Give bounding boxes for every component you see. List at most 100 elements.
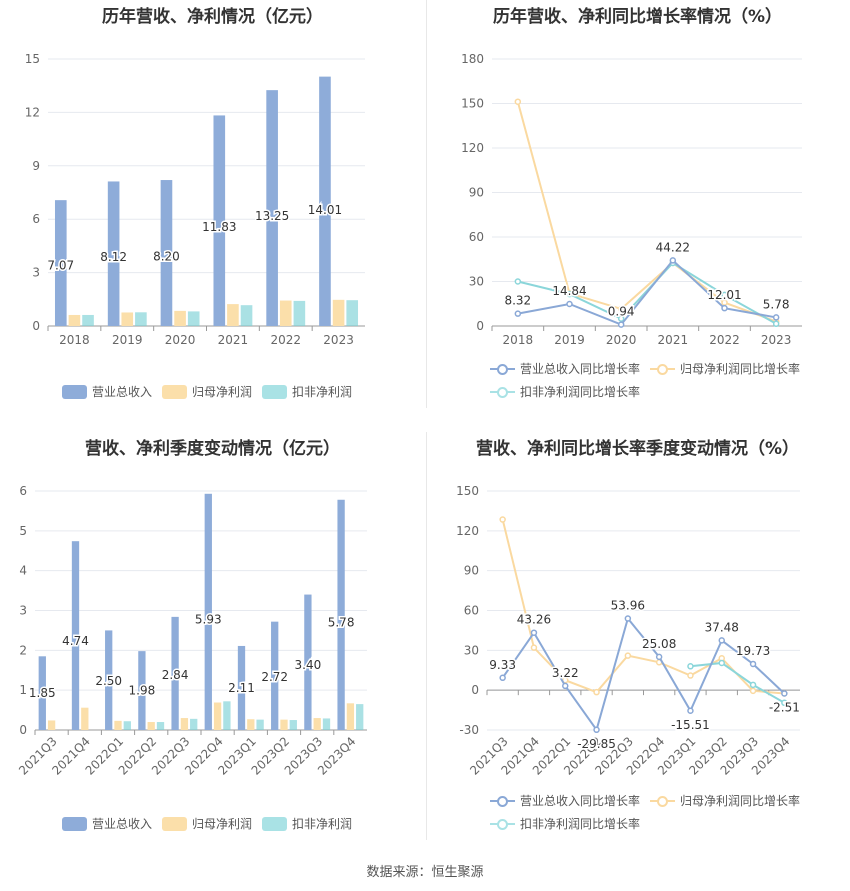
data-point [669,257,677,264]
bar [247,719,255,730]
data-label: 2.11 [228,681,255,695]
bar [38,656,46,730]
chart-panel-quarterly-growth: 营收、净利同比增长率季度变动情况（%） -30 0 30 60 90 120 150 2021… [425,432,850,864]
bar [68,314,81,326]
data-label: 2.50 [95,674,122,688]
chart-panel-annual-growth: 历年营收、净利同比增长率情况（%） 0 30 60 90 120 150 180 2018 20… [425,0,850,432]
data-label: 43.26 [517,613,551,627]
bar [54,200,67,326]
legend-item-revenue[interactable]: 营业总收入 [62,815,152,832]
data-point [781,699,788,707]
legend-item-nonrec-growth[interactable]: 扣非净利润同比增长率 [490,815,640,832]
bar [346,703,355,730]
legend-swatch [162,816,187,831]
legend-item-parent-growth[interactable]: 归母净利润同比增长率 [650,792,800,809]
data-label: 37.48 [705,620,739,634]
data-label: 12.01 [707,288,741,302]
bar [280,719,288,730]
data-point [499,674,506,682]
bar [107,181,120,326]
data-label: 5.93 [195,613,222,627]
y-tick-label: 60 [469,230,484,244]
legend-swatch [490,385,515,399]
data-point [721,291,728,299]
data-label: 4.74 [62,634,89,648]
bar [135,312,147,326]
legend-item-nonrecurring-profit[interactable]: 扣非净利润 [262,815,352,832]
legend-label: 扣非净利润同比增长率 [520,385,641,399]
bar [171,616,179,730]
data-label: -15.51 [671,718,710,732]
chart-title: 历年营收、净利同比增长率情况（%） [492,7,783,27]
legend-item-parent-profit[interactable]: 归母净利润 [162,383,252,400]
data-point [687,663,694,670]
legend-swatch [262,384,287,399]
y-tick-label: 3 [32,266,40,280]
legend-item-revenue[interactable]: 营业总收入 [62,383,152,400]
quarterly-revenue-bar-chart: 01234562021Q32021Q42022Q12022Q22022Q3202… [16,484,367,778]
legend-item-revenue-growth[interactable]: 营业总收入同比增长率 [490,360,640,377]
legend-item-nonrec-growth[interactable]: 扣非净利润同比增长率 [490,383,640,400]
bar [121,312,134,326]
data-label: 2.84 [162,668,189,682]
legend-item-parent-profit[interactable]: 归母净利润 [162,815,252,832]
bar [266,90,278,327]
data-point [562,682,569,690]
bar [160,180,173,326]
bar [223,701,231,730]
data-label: 3.40 [295,658,322,672]
bar [174,310,186,326]
data-label: 11.83 [202,220,236,234]
bar [346,300,359,326]
legend-item-nonrecurring-profit[interactable]: 扣非净利润 [262,383,352,400]
bar [213,115,226,327]
x-tick-label: 2022 [709,333,740,347]
y-tick-label: 150 [461,97,484,111]
data-point [530,629,538,636]
data-point [687,672,694,679]
bar [237,645,246,730]
bar [293,300,306,326]
legend-swatch [490,817,515,831]
y-tick-label: 120 [461,141,484,155]
legend-label: 归母净利润同比增长率 [680,362,801,376]
legend-swatch [490,362,515,376]
legend-label: 归母净利润同比增长率 [680,794,801,808]
y-tick-label: 0 [19,723,27,737]
x-tick-label: 2019 [554,333,585,347]
legend-item-revenue-growth[interactable]: 营业总收入同比增长率 [490,792,640,809]
y-tick-label: 5 [19,524,27,538]
x-tick-label: 2021 [218,333,249,347]
data-label: 13.25 [255,209,289,223]
bar [147,722,155,730]
data-point [566,300,573,308]
y-tick-label: 15 [25,52,40,66]
data-label: 44.22 [656,240,690,254]
y-tick-label: 150 [456,484,479,498]
bar [337,499,345,730]
chart-panel-quarterly-revenue: 营收、净利季度变动情况（亿元） 0 1 2 3 4 5 6 2021Q3 2021Q4 2022Q… [0,432,425,864]
data-point [655,653,663,661]
data-point [593,688,600,696]
legend-item-parent-growth[interactable]: 归母净利润同比增长率 [650,360,800,377]
data-point [772,314,780,321]
data-point [687,707,694,715]
data-point [772,320,780,328]
legend-label: 营业总收入 [92,385,153,399]
y-tick-label: 2 [19,643,27,657]
data-point [514,310,522,317]
data-source-note: 数据来源：恒生聚源 [366,865,484,880]
y-tick-label: 90 [464,564,479,578]
chart-title: 营收、净利同比增长率季度变动情况（%） [475,439,800,459]
bar [138,651,146,730]
y-tick-label: 0 [471,683,479,697]
data-point [499,516,506,523]
legend-label: 扣非净利润同比增长率 [520,817,641,831]
bar [105,630,113,730]
x-tick-label: 2018 [59,333,90,347]
y-tick-label: 12 [25,105,40,119]
bar [356,704,364,730]
legend-label: 归母净利润 [192,817,253,831]
data-label: 25.08 [642,637,676,651]
data-point [721,304,728,312]
